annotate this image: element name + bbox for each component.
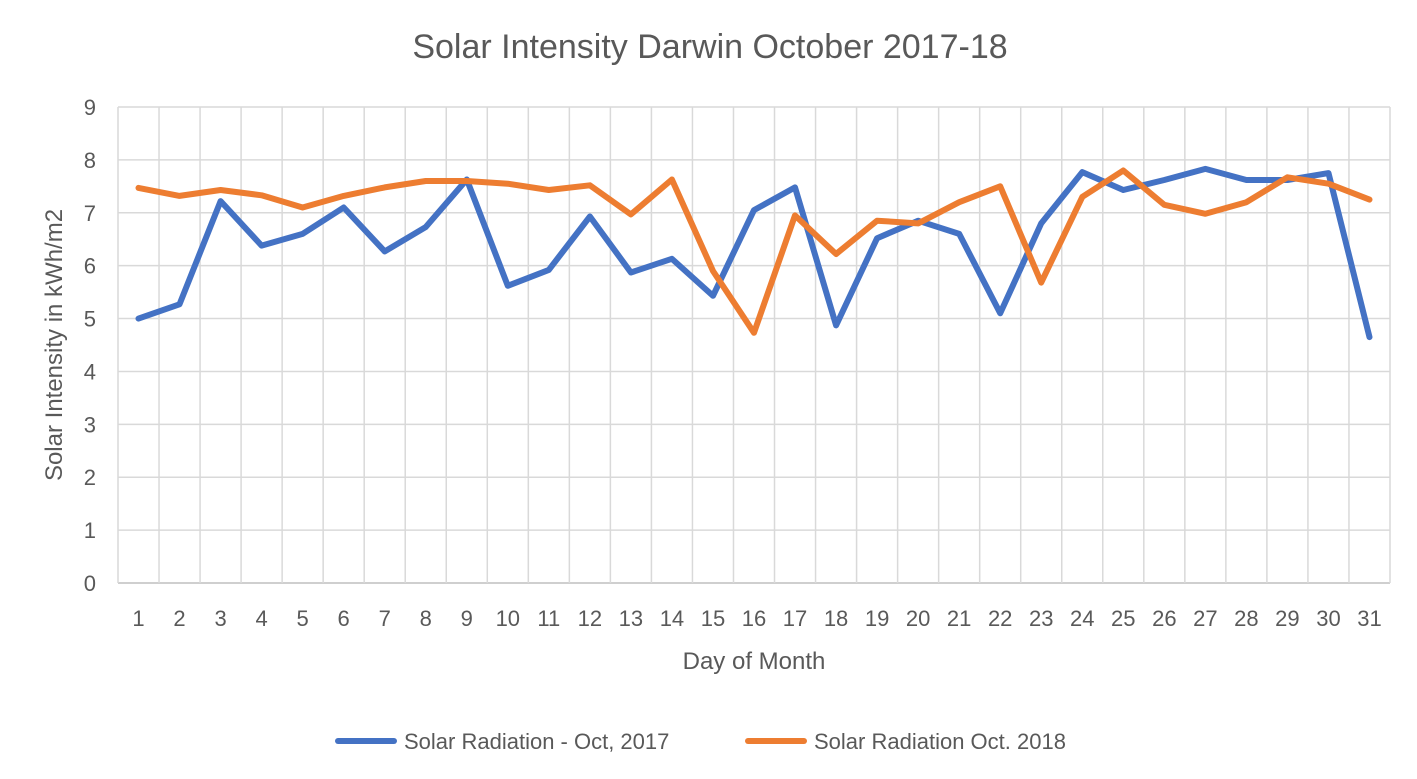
x-tick-label: 18 bbox=[824, 606, 848, 631]
x-tick-label: 20 bbox=[906, 606, 930, 631]
chart-title: Solar Intensity Darwin October 2017-18 bbox=[412, 28, 1007, 66]
x-axis-ticks: 1 2 3 4 5 6 7 8 9 10 11 12 13 14 15 16 17 18 19 20 21 22 23 24 2… bbox=[132, 606, 1381, 631]
x-tick-label: 11 bbox=[537, 606, 560, 631]
y-tick-label: 4 bbox=[84, 359, 96, 384]
x-tick-label: 14 bbox=[660, 606, 684, 631]
y-tick-label: 0 bbox=[84, 571, 96, 596]
x-tick-label: 26 bbox=[1152, 606, 1176, 631]
x-tick-label: 31 bbox=[1357, 606, 1381, 631]
x-tick-label: 21 bbox=[947, 606, 971, 631]
x-tick-label: 2 bbox=[173, 606, 185, 631]
y-tick-label: 5 bbox=[84, 307, 96, 332]
series-lines bbox=[135, 165, 1373, 341]
x-tick-label: 24 bbox=[1070, 606, 1094, 631]
x-tick-label: 29 bbox=[1275, 606, 1299, 631]
y-axis-title: Solar Intensity in kWh/m2 bbox=[41, 209, 68, 481]
x-tick-label: 23 bbox=[1029, 606, 1053, 631]
x-tick-label: 10 bbox=[496, 606, 520, 631]
x-tick-label: 22 bbox=[988, 606, 1012, 631]
x-tick-label: 9 bbox=[461, 606, 473, 631]
x-axis-title: Day of Month bbox=[683, 648, 826, 675]
x-tick-label: 7 bbox=[379, 606, 391, 631]
x-tick-label: 5 bbox=[297, 606, 309, 631]
x-tick-label: 19 bbox=[865, 606, 889, 631]
legend-label-1: Solar Radiation - Oct, 2017 bbox=[404, 729, 669, 754]
legend: Solar Radiation - Oct, 2017 Solar Radiati… bbox=[335, 729, 1066, 754]
x-tick-label: 1 bbox=[132, 606, 144, 631]
y-tick-label: 1 bbox=[84, 518, 96, 543]
x-tick-label: 30 bbox=[1316, 606, 1340, 631]
x-tick-label: 25 bbox=[1111, 606, 1135, 631]
gridlines bbox=[117, 106, 1391, 584]
x-tick-label: 8 bbox=[420, 606, 432, 631]
x-tick-label: 4 bbox=[255, 606, 267, 631]
x-tick-label: 13 bbox=[619, 606, 643, 631]
x-tick-label: 27 bbox=[1193, 606, 1217, 631]
legend-label-2: Solar Radiation Oct. 2018 bbox=[814, 729, 1066, 754]
y-tick-label: 7 bbox=[84, 201, 96, 226]
x-tick-label: 16 bbox=[742, 606, 766, 631]
x-tick-label: 28 bbox=[1234, 606, 1258, 631]
y-tick-label: 9 bbox=[84, 95, 96, 120]
y-tick-label: 3 bbox=[84, 412, 96, 437]
y-axis-ticks: 0 1 2 3 4 5 6 7 8 9 bbox=[84, 95, 96, 596]
x-tick-label: 6 bbox=[338, 606, 350, 631]
x-tick-label: 12 bbox=[578, 606, 602, 631]
x-tick-label: 15 bbox=[701, 606, 725, 631]
y-tick-label: 6 bbox=[84, 254, 96, 279]
x-tick-label: 17 bbox=[783, 606, 807, 631]
series-line-2 bbox=[135, 167, 1373, 336]
series-line-1 bbox=[135, 165, 1373, 341]
y-tick-label: 8 bbox=[84, 148, 96, 173]
x-tick-label: 3 bbox=[214, 606, 226, 631]
y-tick-label: 2 bbox=[84, 465, 96, 490]
